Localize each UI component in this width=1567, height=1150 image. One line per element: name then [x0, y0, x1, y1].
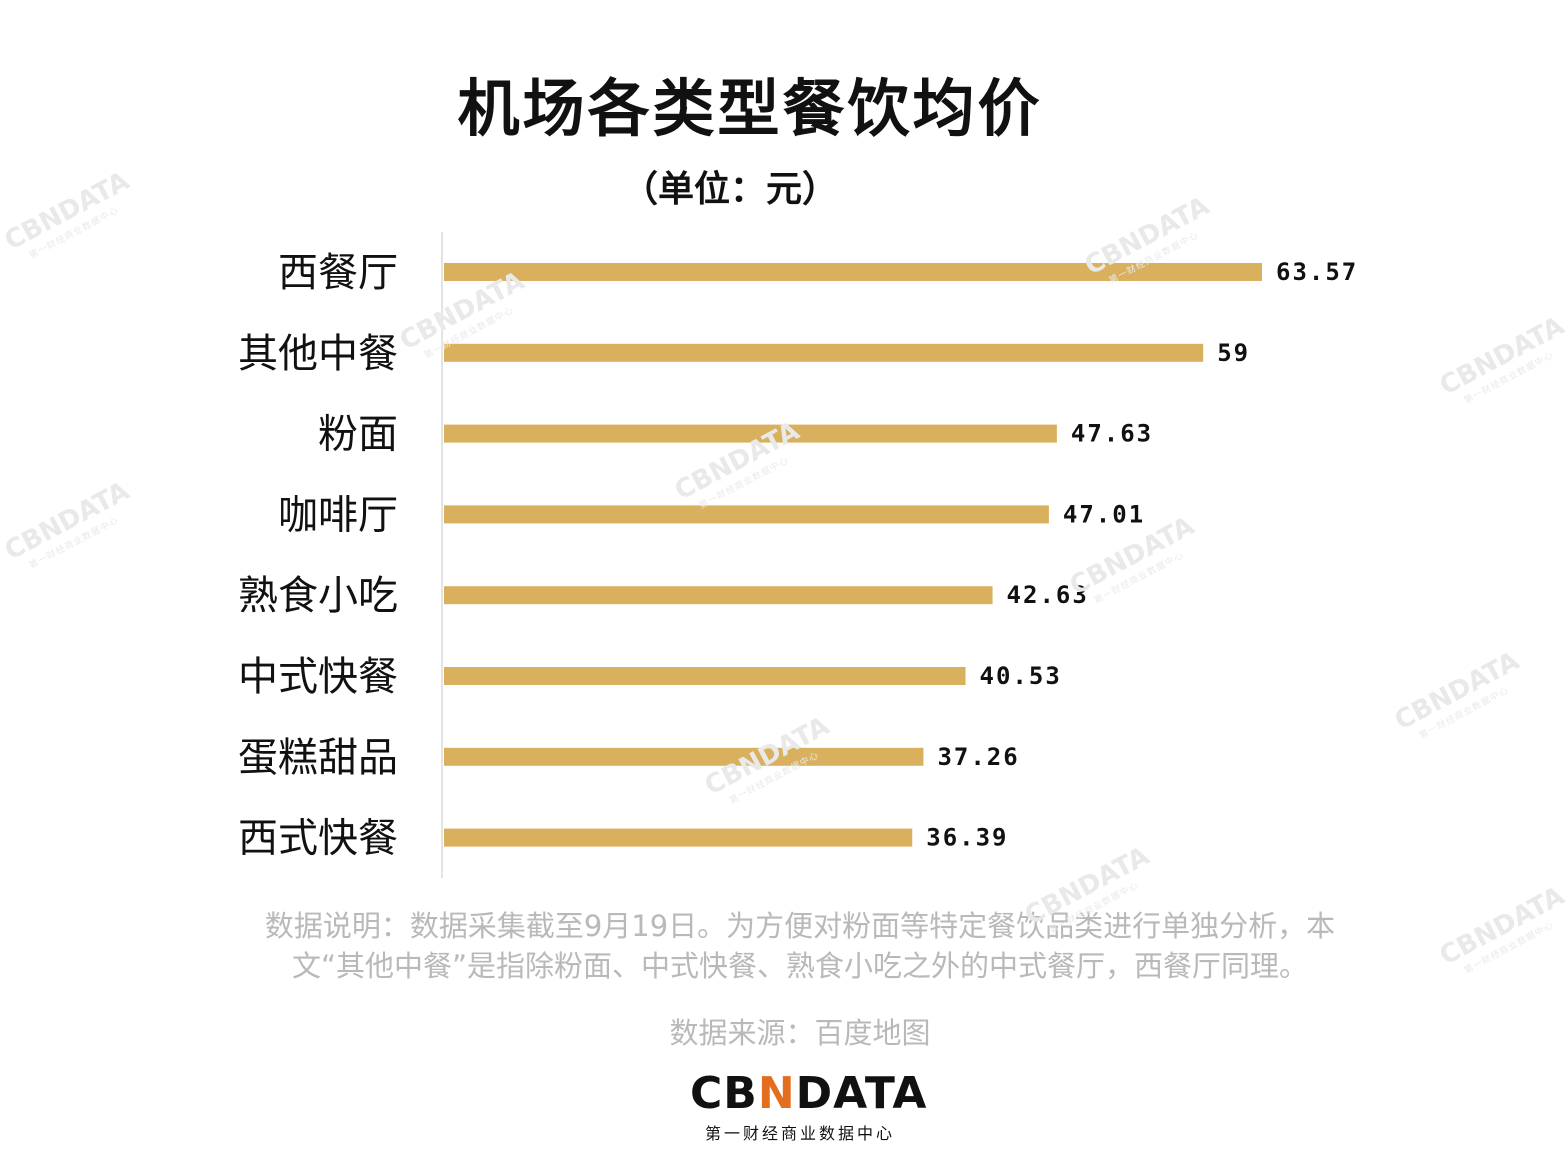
value-label: 47.01	[1063, 500, 1145, 528]
bar	[444, 667, 966, 685]
value-label: 63.57	[1276, 258, 1358, 286]
logo-subtitle: 第一财经商业数据中心	[704, 1124, 895, 1143]
data-note: 数据说明：数据采集截至9月19日。为方便对粉面等特定餐饮品类进行单独分析，本 文…	[180, 906, 1420, 986]
value-label: 37.26	[937, 743, 1019, 771]
category-label: 熟食小吃	[238, 573, 398, 619]
logo-text-post: DATA	[795, 1068, 928, 1119]
category-label: 西式快餐	[238, 816, 398, 862]
value-label: 40.53	[980, 662, 1062, 690]
value-label: 42.63	[1007, 581, 1089, 609]
bar-chart: 西餐厅 63.57 其他中餐 59 粉面 47.63 咖啡厅 47.01 熟食小吃 42.63 中式…	[238, 232, 1358, 878]
category-label: 中式快餐	[238, 654, 398, 700]
value-label: 47.63	[1071, 420, 1153, 448]
category-label: 其他中餐	[238, 331, 398, 377]
chart-title: 机场各类型餐饮均价	[457, 72, 1043, 145]
bar	[444, 828, 913, 847]
bar	[444, 263, 1262, 281]
bar	[444, 343, 1204, 362]
category-label: 咖啡厅	[278, 492, 398, 538]
bar	[444, 424, 1057, 443]
value-label: 59	[1217, 339, 1250, 367]
category-label: 粉面	[318, 412, 398, 458]
logo-text-accent: N	[757, 1068, 796, 1119]
logo-text-pre: CB	[690, 1068, 758, 1119]
data-note-line-1: 数据说明：数据采集截至9月19日。为方便对粉面等特定餐饮品类进行单独分析，本	[264, 909, 1336, 943]
data-note-line-2: 文“其他中餐”是指除粉面、中式快餐、熟食小吃之外的中式餐厅，西餐厅同理。	[291, 949, 1309, 983]
bar	[444, 586, 993, 605]
category-label: 蛋糕甜品	[238, 735, 398, 781]
brand-logo: CBNDATA 第一财经商业数据中心	[690, 1068, 926, 1144]
category-label: 西餐厅	[278, 250, 398, 296]
data-source: 数据来源：百度地图	[669, 1016, 931, 1050]
bar	[444, 505, 1049, 524]
chart-subtitle: （单位：元）	[621, 169, 838, 210]
value-label: 36.39	[926, 824, 1008, 852]
logo-wordmark: CBNDATA	[690, 1068, 926, 1119]
bar	[444, 747, 924, 766]
